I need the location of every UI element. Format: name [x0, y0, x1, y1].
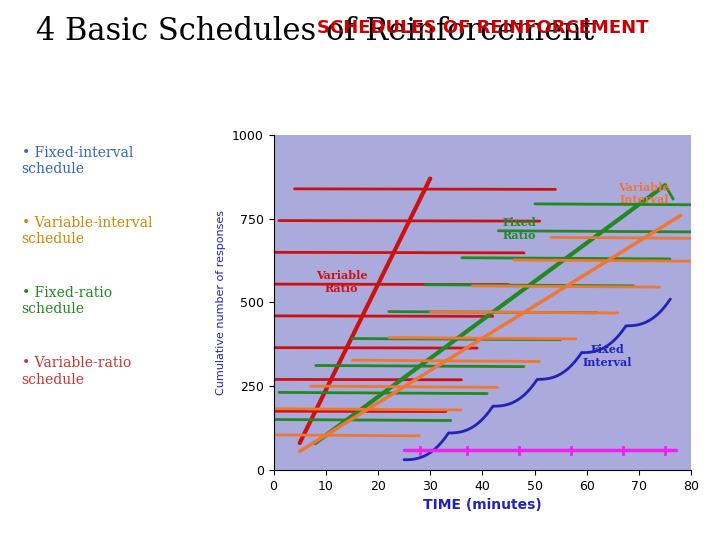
- Text: SCHEDULES OF REINFORCEMENT: SCHEDULES OF REINFORCEMENT: [317, 19, 648, 37]
- Text: Variable
Interval: Variable Interval: [618, 181, 670, 205]
- Text: • Fixed-interval
schedule: • Fixed-interval schedule: [22, 146, 133, 176]
- Y-axis label: Cumulative number of responses: Cumulative number of responses: [217, 210, 227, 395]
- Text: • Fixed-ratio
schedule: • Fixed-ratio schedule: [22, 286, 112, 316]
- Text: Fixed
Interval: Fixed Interval: [583, 344, 632, 368]
- Text: • Variable-ratio
schedule: • Variable-ratio schedule: [22, 356, 131, 387]
- Text: Fixed
Ratio: Fixed Ratio: [502, 217, 536, 241]
- Text: Variable
Ratio: Variable Ratio: [315, 271, 367, 294]
- Text: 4 Basic Schedules of Reinforcement: 4 Basic Schedules of Reinforcement: [36, 16, 594, 47]
- X-axis label: TIME (minutes): TIME (minutes): [423, 498, 541, 512]
- Text: • Variable-interval
schedule: • Variable-interval schedule: [22, 216, 152, 246]
